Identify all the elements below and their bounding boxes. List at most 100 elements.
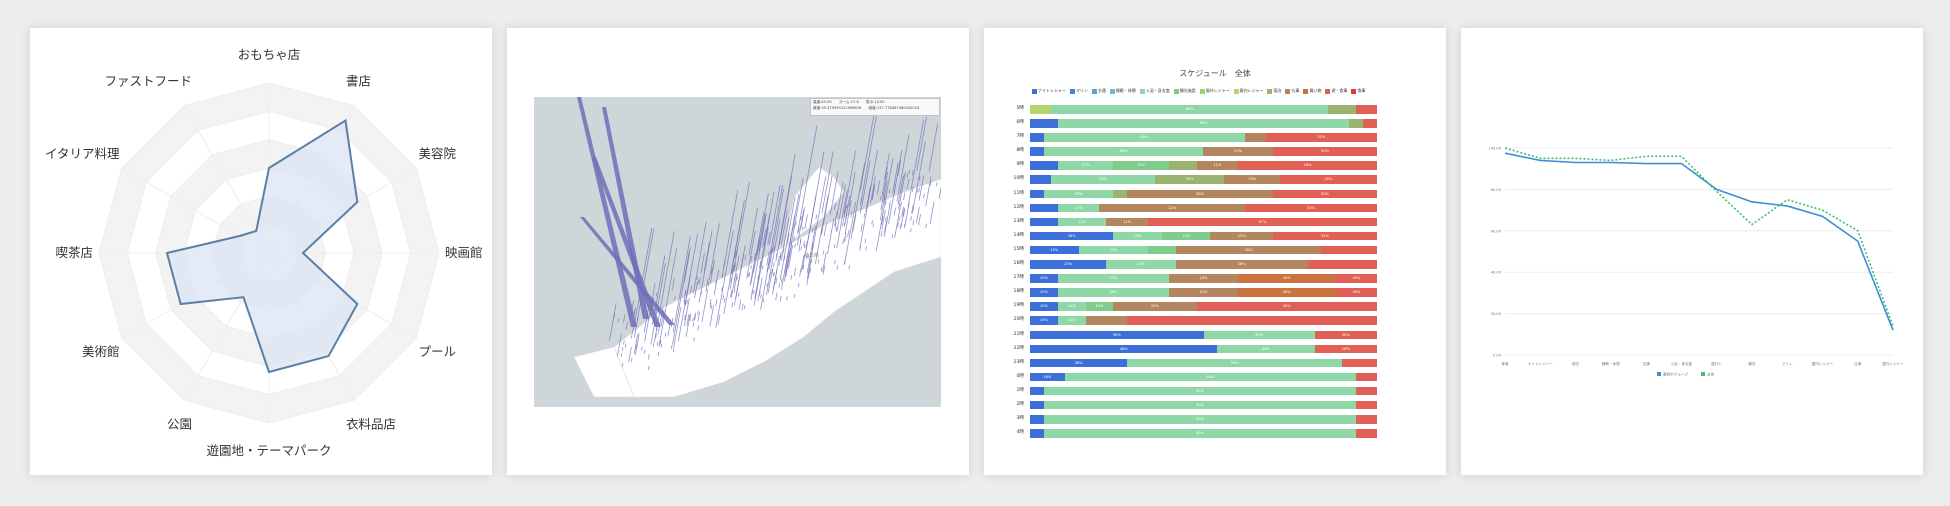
schedule-segment[interactable]: 36% (1238, 288, 1336, 297)
legend-item[interactable]: マリン (1069, 87, 1088, 94)
schedule-bar[interactable]: 46% 46% 16% (1030, 344, 1377, 354)
schedule-bar[interactable]: 90% (1030, 415, 1377, 424)
schedule-bar[interactable]: 10% 10% 10% 10% 50% (1030, 302, 1377, 311)
schedule-segment[interactable]: 25% (1050, 175, 1155, 184)
schedule-bar[interactable]: 10% 22% 24% 34% 16% (1030, 274, 1377, 283)
schedule-segment[interactable]: 30% (1043, 189, 1114, 199)
schedule-segment[interactable]: 20% (1030, 260, 1107, 269)
schedule-segment[interactable]: 10% (1030, 288, 1058, 297)
schedule-segment[interactable]: 36% (1030, 358, 1128, 368)
schedule-segment[interactable]: 22% (1210, 231, 1273, 241)
schedule-segment[interactable]: 30% (1272, 189, 1377, 199)
schedule-bar[interactable]: 39% 30% 30% (1030, 330, 1377, 339)
schedule-segment[interactable] (1342, 358, 1377, 368)
schedule-segment[interactable]: 10% (1113, 231, 1162, 241)
schedule-segment[interactable] (1356, 400, 1377, 410)
schedule-segment[interactable]: 90% (1043, 386, 1357, 396)
schedule-segment[interactable] (1328, 105, 1357, 114)
schedule-segment[interactable]: 33% (1127, 189, 1273, 199)
schedule-segment[interactable] (1030, 203, 1058, 213)
schedule-segment[interactable]: 32% (1272, 231, 1377, 241)
schedule-segment[interactable]: 11% (1057, 203, 1100, 213)
schedule-segment[interactable]: 11% (1196, 161, 1239, 170)
schedule-segment[interactable] (1030, 119, 1058, 128)
schedule-segment[interactable]: 90% (1043, 429, 1357, 438)
schedule-segment[interactable]: 22% (1099, 203, 1246, 213)
schedule-segment[interactable]: 22% (1057, 274, 1169, 283)
schedule-segment[interactable]: 39% (1030, 330, 1204, 339)
schedule-segment[interactable] (1030, 189, 1044, 199)
schedule-segment[interactable]: 30% (1314, 330, 1377, 339)
schedule-segment[interactable] (1030, 161, 1058, 170)
legend-item[interactable]: 入浴・身支度 (1139, 87, 1170, 94)
legend-item[interactable]: 仕事 (1285, 87, 1299, 94)
schedule-segment[interactable]: 44% (1238, 161, 1377, 170)
schedule-segment[interactable] (1356, 386, 1377, 396)
schedule-segment[interactable]: 16% (1314, 344, 1377, 354)
schedule-bar[interactable]: 86% (1030, 119, 1377, 128)
schedule-segment[interactable]: 28% (1279, 175, 1377, 184)
schedule-segment[interactable]: 30% (1175, 245, 1322, 255)
schedule-segment[interactable]: 10% (1085, 302, 1114, 311)
schedule-segment[interactable]: 86% (1064, 372, 1357, 382)
schedule-segment[interactable] (1030, 386, 1044, 396)
schedule-bar[interactable]: 16% 86% (1030, 372, 1377, 382)
schedule-segment[interactable] (1030, 133, 1044, 142)
schedule-bar[interactable]: 15% 15% 30% (1030, 245, 1377, 255)
schedule-segment[interactable] (1113, 189, 1128, 199)
schedule-segment[interactable]: 86% (1057, 119, 1350, 128)
schedule-segment[interactable]: 11% (1057, 217, 1107, 227)
schedule-bar[interactable]: 25% 20% 13% 28% (1030, 175, 1377, 184)
schedule-segment[interactable]: 10% (1113, 302, 1197, 311)
schedule-bar[interactable]: 10% 26% 21% 36% 18% (1030, 288, 1377, 297)
schedule-bar[interactable]: 30% 33% 30% (1030, 189, 1377, 199)
schedule-bar[interactable]: 90% (1030, 429, 1377, 438)
schedule-bar[interactable]: 46% 20% 30% (1030, 147, 1377, 156)
schedule-segment[interactable]: 50% (1196, 302, 1377, 311)
schedule-segment[interactable]: 30% (1272, 147, 1377, 156)
schedule-segment[interactable]: 46% (1030, 344, 1218, 354)
schedule-segment[interactable] (1356, 429, 1377, 438)
schedule-segment[interactable] (1127, 316, 1377, 325)
schedule-segment[interactable]: 89% (1050, 105, 1329, 114)
schedule-segment[interactable]: 16% (1030, 372, 1065, 382)
schedule-segment[interactable] (1030, 217, 1058, 227)
schedule-segment[interactable]: 26% (1057, 288, 1169, 297)
schedule-segment[interactable]: 11% (1057, 161, 1114, 170)
schedule-bar[interactable]: 10% 10% (1030, 316, 1377, 325)
schedule-segment[interactable]: 24% (1168, 274, 1239, 283)
schedule-segment[interactable]: 16% (1335, 274, 1377, 283)
schedule-segment[interactable]: 10% (1057, 316, 1086, 325)
schedule-segment[interactable]: 10% (1030, 302, 1058, 311)
schedule-bar[interactable]: 11% 11% 67% (1030, 217, 1377, 227)
legend-item[interactable]: 観光施設 (1173, 87, 1196, 94)
schedule-segment[interactable]: 67% (1147, 217, 1377, 227)
schedule-segment[interactable]: 46% (1043, 147, 1204, 156)
schedule-segment[interactable]: 15% (1030, 245, 1079, 255)
schedule-segment[interactable]: 34% (1238, 274, 1336, 283)
schedule-segment[interactable]: 15% (1113, 161, 1169, 170)
schedule-segment[interactable]: 26% (1030, 231, 1114, 241)
schedule-segment[interactable] (1085, 316, 1128, 325)
schedule-bar[interactable]: 89% (1030, 105, 1377, 114)
schedule-segment[interactable]: 21% (1168, 288, 1239, 297)
schedule-segment[interactable]: 60% (1043, 133, 1246, 142)
schedule-bar[interactable]: 11% 22% 33% (1030, 203, 1377, 213)
schedule-segment[interactable]: 15% (1078, 245, 1148, 255)
schedule-segment[interactable]: 13% (1224, 175, 1280, 184)
schedule-segment[interactable]: 59% (1127, 358, 1343, 368)
schedule-segment[interactable] (1030, 175, 1051, 184)
schedule-segment[interactable]: 90% (1043, 400, 1357, 410)
legend-item[interactable]: 睡眠・休憩 (1109, 87, 1136, 94)
schedule-bar[interactable]: 60% 32% (1030, 133, 1377, 142)
schedule-segment[interactable] (1363, 119, 1377, 128)
schedule-segment[interactable] (1349, 119, 1364, 128)
schedule-bar[interactable]: 11% 15% 11% 44% (1030, 161, 1377, 170)
schedule-segment[interactable]: 18% (1335, 288, 1377, 297)
schedule-bar[interactable]: 90% (1030, 386, 1377, 396)
schedule-segment[interactable] (1356, 105, 1377, 114)
map-view[interactable]: 岐阜県 高度:49.00 ズーム:17.6 表示:10.00 緯度:35.379… (534, 97, 941, 407)
schedule-segment[interactable]: 33% (1245, 203, 1377, 213)
legend-item[interactable]: 宿泊 (1267, 87, 1281, 94)
schedule-bar[interactable]: 20% 22% 28% (1030, 260, 1377, 269)
